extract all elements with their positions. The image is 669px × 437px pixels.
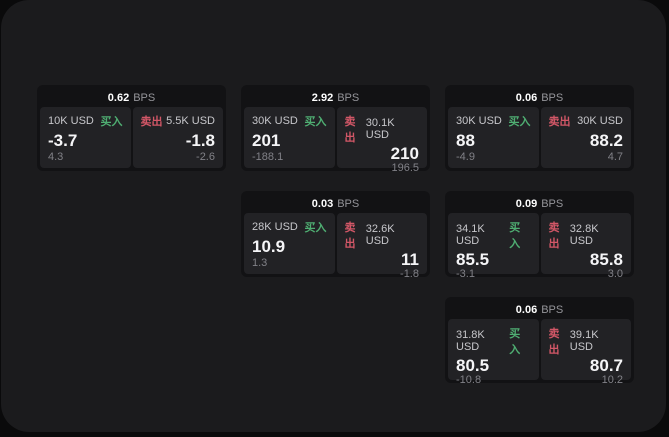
buy-pane[interactable]: 34.1K USD 买入 85.5 -3.1	[448, 213, 539, 280]
sell-size: 30K USD	[577, 115, 623, 127]
buy-change: -10.8	[456, 374, 482, 386]
sell-size: 32.6K USD	[365, 223, 395, 247]
buy-change: 4.3	[48, 151, 64, 163]
buy-change: -4.9	[456, 151, 475, 163]
sell-size: 30.1K USD	[365, 117, 395, 141]
buy-size: 30K USD	[252, 115, 298, 127]
sell-size: 5.5K USD	[166, 115, 215, 127]
spread-value: 0.06	[515, 91, 538, 104]
spread-unit: BPS	[541, 91, 564, 104]
quote-card: 2.92 BPS 30K USD 买入 201 -188.1 卖出 30.1K …	[241, 85, 430, 174]
sell-side-label: 卖出	[548, 116, 571, 128]
spread-header: 0.62 BPS	[40, 88, 223, 107]
buy-pane[interactable]: 31.8K USD 买入 80.5 -10.8	[448, 319, 539, 386]
buy-side-label: 买入	[508, 116, 531, 128]
sell-size: 39.1K USD	[569, 329, 599, 353]
quote-grid: 0.62 BPS 10K USD 买入 -3.7 4.3 卖出 5.5K USD	[37, 85, 634, 386]
buy-pane[interactable]: 30K USD 买入 88 -4.9	[448, 107, 539, 168]
spread-header: 0.06 BPS	[448, 88, 631, 107]
buy-pane[interactable]: 30K USD 买入 201 -188.1	[244, 107, 335, 168]
buy-price: 85.5	[456, 250, 490, 269]
quote-card: 0.03 BPS 28K USD 买入 10.9 1.3 卖出 32.6K US…	[241, 191, 430, 280]
sell-price: 80.7	[589, 356, 623, 375]
buy-side-label: 买入	[100, 116, 123, 128]
buy-side-label: 买入	[509, 222, 521, 250]
sell-change: 196.5	[391, 162, 419, 174]
quote-card: 0.06 BPS 30K USD 买入 88 -4.9 卖出 30K USD	[445, 85, 634, 171]
sell-side-label: 卖出	[548, 328, 560, 356]
buy-pane[interactable]: 28K USD 买入 10.9 1.3	[244, 213, 335, 274]
sell-pane[interactable]: 卖出 32.6K USD 11 -1.8	[336, 213, 427, 280]
sell-price: -1.8	[185, 130, 215, 150]
sell-change: -2.6	[196, 151, 215, 163]
spread-value: 2.92	[311, 91, 334, 104]
sell-change: 3.0	[607, 268, 623, 280]
spread-header: 0.03 BPS	[244, 194, 427, 213]
buy-side-label: 买入	[304, 222, 327, 234]
sell-side-label: 卖出	[548, 222, 560, 250]
buy-size: 28K USD	[252, 221, 298, 233]
buy-pane[interactable]: 10K USD 买入 -3.7 4.3	[40, 107, 131, 168]
sell-pane[interactable]: 卖出 32.8K USD 85.8 3.0	[540, 213, 631, 280]
sell-pane[interactable]: 卖出 39.1K USD 80.7 10.2	[540, 319, 631, 386]
sell-price: 11	[401, 250, 419, 269]
sell-size: 32.8K USD	[569, 223, 599, 247]
buy-price: 80.5	[456, 356, 490, 375]
sell-price: 88.2	[589, 130, 623, 150]
spread-value: 0.62	[107, 91, 130, 104]
buy-change: 1.3	[252, 257, 268, 269]
quote-card: 0.09 BPS 34.1K USD 买入 85.5 -3.1 卖出 32.8K…	[445, 191, 634, 280]
quote-card: 0.06 BPS 31.8K USD 买入 80.5 -10.8 卖出 39.1…	[445, 297, 634, 386]
spread-value: 0.06	[515, 303, 538, 316]
quote-card: 0.62 BPS 10K USD 买入 -3.7 4.3 卖出 5.5K USD	[37, 85, 226, 171]
spread-unit: BPS	[541, 197, 564, 210]
sell-side-label: 卖出	[344, 116, 356, 144]
spread-unit: BPS	[337, 197, 360, 210]
buy-side-label: 买入	[304, 116, 327, 128]
sell-price: 85.8	[589, 250, 623, 269]
sell-side-label: 卖出	[140, 116, 163, 128]
sell-pane[interactable]: 卖出 5.5K USD -1.8 -2.6	[132, 107, 223, 168]
sell-pane[interactable]: 卖出 30.1K USD 210 196.5	[336, 107, 427, 174]
buy-price: -3.7	[48, 130, 78, 150]
spread-header: 2.92 BPS	[244, 88, 427, 107]
sell-price: 210	[390, 144, 419, 163]
sell-change: 4.7	[607, 151, 623, 163]
spread-header: 0.06 BPS	[448, 300, 631, 319]
buy-change: -3.1	[456, 268, 475, 280]
sell-pane[interactable]: 卖出 30K USD 88.2 4.7	[540, 107, 631, 168]
buy-side-label: 买入	[509, 328, 521, 356]
buy-size: 30K USD	[456, 115, 502, 127]
sell-change: -1.8	[400, 268, 419, 280]
spread-value: 0.03	[311, 197, 334, 210]
spread-unit: BPS	[133, 91, 156, 104]
buy-change: -188.1	[252, 151, 284, 163]
spread-unit: BPS	[337, 91, 360, 104]
buy-price: 10.9	[252, 236, 286, 256]
sell-side-label: 卖出	[344, 222, 356, 250]
buy-size: 34.1K USD	[456, 223, 485, 247]
buy-size: 10K USD	[48, 115, 94, 127]
buy-size: 31.8K USD	[456, 329, 485, 353]
buy-price: 201	[252, 130, 281, 150]
spread-unit: BPS	[541, 303, 564, 316]
spread-header: 0.09 BPS	[448, 194, 631, 213]
buy-price: 88	[456, 130, 475, 150]
sell-change: 10.2	[601, 374, 623, 386]
spread-value: 0.09	[515, 197, 538, 210]
